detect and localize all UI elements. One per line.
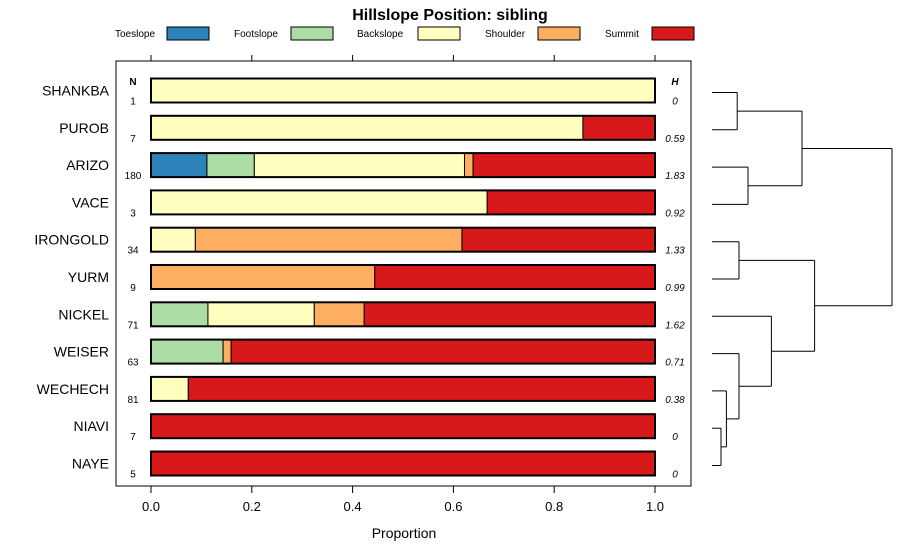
bars-group	[150, 77, 656, 477]
bar-outline-vace	[150, 189, 656, 216]
h-value-weiser: 0.71	[665, 358, 684, 369]
h-value-vace: 0.92	[665, 208, 685, 219]
h-value-niavi: 0	[672, 432, 678, 443]
n-value-wechech: 81	[127, 395, 139, 406]
bar-outline-yurm	[150, 264, 656, 290]
chart-title: Hillslope Position: sibling	[352, 7, 548, 24]
bar-segment-yurm-shoulder	[150, 264, 376, 290]
bar-outline-purob	[150, 114, 656, 141]
n-header: N	[129, 77, 136, 88]
h-header: H	[671, 77, 679, 88]
dendrogram	[712, 92, 893, 466]
row-label-weiser: WEISER	[54, 344, 109, 360]
n-value-vace: 3	[130, 208, 136, 219]
row-labels: SHANKBA PUROB ARIZO VACE IRONGOLD YURM NICKEL W…	[34, 83, 109, 472]
bar-segment-weiser-footslope	[150, 339, 224, 365]
bar-segment-arizo-backslope	[253, 152, 465, 178]
bar-segment-weiser-summit	[230, 339, 656, 365]
bar-segment-irongold-summit	[461, 227, 656, 253]
h-value-purob: 0.59	[665, 134, 685, 145]
n-value-yurm: 9	[130, 283, 136, 294]
x-tick-label-0: 0.0	[142, 499, 160, 514]
legend-swatch-shoulder	[537, 26, 581, 41]
row-label-nickel: NICKEL	[58, 306, 109, 322]
bar-outline-arizo	[150, 152, 656, 179]
n-value-arizo: 180	[125, 171, 142, 182]
legend-swatch-footslope	[290, 26, 334, 41]
legend-label-backslope: Backslope	[357, 29, 404, 40]
n-value-shankba: 1	[130, 97, 136, 108]
bar-segment-nickel-summit	[363, 301, 656, 327]
n-value-naye: 5	[130, 470, 136, 481]
bar-outline-wechech	[150, 375, 656, 402]
legend-swatch-backslope	[417, 26, 461, 41]
bar-outline-nickel	[150, 301, 656, 328]
legend-label-summit: Summit	[605, 29, 639, 40]
h-value-nickel: 1.62	[665, 320, 685, 331]
bar-outline-shankba	[150, 77, 656, 104]
row-label-arizo: ARIZO	[66, 157, 109, 173]
bar-segment-nickel-shoulder	[313, 301, 365, 327]
bar-segment-arizo-toeslope	[150, 152, 208, 178]
legend-label-toeslope: Toeslope	[115, 29, 155, 40]
legend-label-footslope: Footslope	[234, 29, 278, 40]
x-axis-label: Proportion	[372, 525, 437, 541]
bar-segment-purob-summit	[582, 115, 656, 141]
bar-segment-purob-backslope	[150, 115, 584, 141]
bar-outline-niavi	[150, 413, 656, 440]
bar-segment-nickel-backslope	[207, 301, 315, 327]
x-axis: 0.0 0.2 0.4 0.6 0.8 1.0	[142, 55, 664, 514]
legend-swatch-summit	[651, 26, 695, 41]
bar-segment-irongold-backslope	[150, 227, 196, 253]
bar-segment-wechech-backslope	[150, 376, 189, 402]
x-tick-label-2: 0.4	[344, 499, 362, 514]
bar-segment-vace-summit	[486, 189, 656, 215]
h-value-wechech: 0.38	[665, 395, 685, 406]
bar-segment-irongold-shoulder	[194, 227, 463, 253]
x-tick-label-4: 0.8	[545, 499, 563, 514]
bar-segment-vace-backslope	[150, 189, 488, 215]
bar-segment-nickel-footslope	[150, 301, 209, 327]
bar-segment-wechech-summit	[187, 376, 656, 402]
n-value-nickel: 71	[127, 320, 139, 331]
bar-segment-weiser-shoulder	[222, 339, 232, 365]
n-value-niavi: 7	[130, 432, 136, 443]
n-value-irongold: 34	[127, 246, 139, 257]
bar-segment-naye-summit	[150, 451, 656, 476]
n-value-weiser: 63	[127, 358, 139, 369]
plot-frame	[115, 60, 692, 487]
row-label-purob: PUROB	[59, 120, 109, 136]
row-label-shankba: SHANKBA	[42, 83, 110, 99]
bar-segment-shankba-backslope	[150, 78, 656, 103]
bar-segment-arizo-summit	[472, 152, 656, 178]
row-label-naye: NAYE	[72, 456, 109, 472]
bar-segment-arizo-shoulder	[463, 152, 474, 178]
x-tick-label-1: 0.2	[243, 499, 261, 514]
x-tick-label-3: 0.6	[444, 499, 462, 514]
row-label-niavi: NIAVI	[73, 418, 109, 434]
bar-outline-naye	[150, 450, 656, 477]
h-values: 0 0.59 1.83 0.92 1.33 0.99 1.62 0.71 0.38 0 0	[665, 97, 685, 481]
row-label-irongold: IRONGOLD	[34, 232, 109, 248]
h-value-arizo: 1.83	[665, 171, 685, 182]
h-value-irongold: 1.33	[665, 246, 685, 257]
legend: Toeslope Footslope Backslope Shoulder Summit	[115, 26, 695, 41]
bar-outline-weiser	[150, 338, 656, 365]
x-tick-label-5: 1.0	[646, 499, 664, 514]
bar-segment-niavi-summit	[150, 413, 656, 439]
bar-outline-irongold	[150, 226, 656, 253]
h-value-naye: 0	[672, 470, 678, 481]
legend-swatch-toeslope	[166, 26, 210, 41]
row-label-vace: VACE	[72, 194, 109, 210]
n-values: 1 7 180 3 34 9 71 63 81 7 5	[125, 97, 142, 481]
bar-segment-yurm-summit	[374, 264, 656, 290]
legend-label-shoulder: Shoulder	[485, 29, 526, 40]
bar-segment-arizo-footslope	[206, 152, 255, 178]
row-label-wechech: WECHECH	[37, 381, 109, 397]
h-value-shankba: 0	[672, 97, 678, 108]
row-label-yurm: YURM	[68, 269, 109, 285]
h-value-yurm: 0.99	[665, 283, 685, 294]
n-value-purob: 7	[130, 134, 136, 145]
